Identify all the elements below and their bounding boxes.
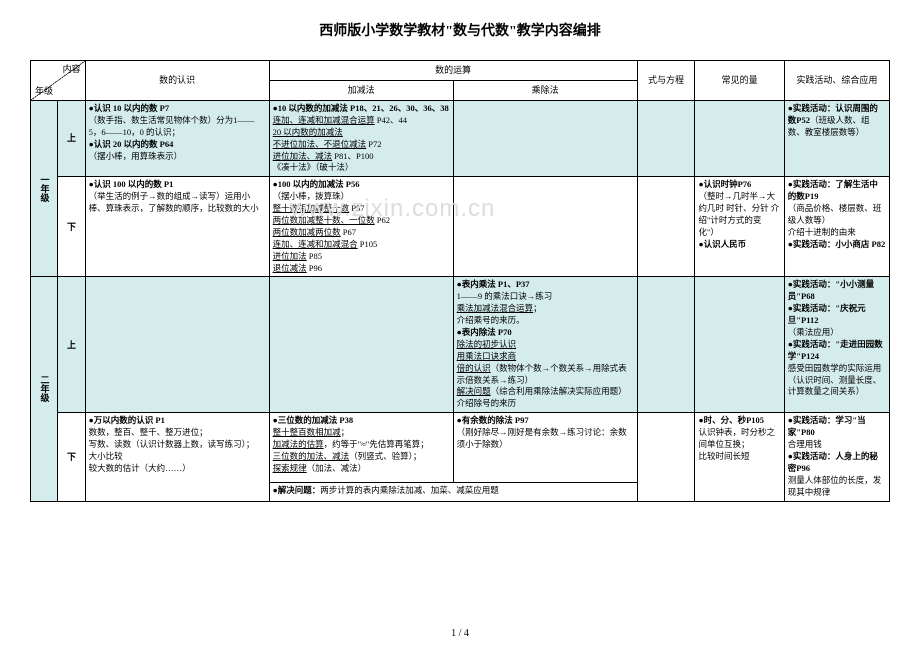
page-number: 1 / 4 <box>0 628 920 639</box>
g2-up-qty <box>695 277 784 413</box>
g2-down: 下 <box>58 413 85 501</box>
g2-up-mul: ●表内乘法 P1、P371——9 的乘法口诀→练习乘法加减法混合运算；介绍乘号的… <box>453 277 637 413</box>
col-addition: 加减法 <box>269 81 453 101</box>
col-recognition: 数的认识 <box>85 61 269 101</box>
col-quantity: 常见的量 <box>695 61 784 101</box>
diag-top-label: 内容 <box>63 63 81 76</box>
col-operation-group: 数的运算 <box>269 61 637 81</box>
g2-up-eq <box>637 277 695 413</box>
g2-dn-qty: ●时、分、秒P105认识钟表，时分秒之间单位互换；比较时间长短 <box>695 413 784 501</box>
g1-up-rec: ●认识 10 以内的数 P7（数手指、数生活常见物体个数）分为1——5，6——1… <box>85 101 269 177</box>
g2-dn-solve: ●解决问题：两步计算的表内乘除法加减、加菜、减菜应用题 <box>269 483 637 501</box>
g2-dn-mul: ●有余数的除法 P97（刚好除尽→刚好是有余数→练习讨论：余数须小于除数） <box>453 413 637 483</box>
curriculum-table: 内容 年级 数的认识 数的运算 式与方程 常见的量 实践活动、综合应用 加减法 … <box>30 60 890 502</box>
g1-dn-add: ●100 以内的加减法 P56（摆小棒，拨算珠）整十数相加减整十数 P57两位数… <box>269 177 453 277</box>
g1-up-add: ●10 以内数的加减法 P18、21、26、30、36、38连加、连减和加减混合… <box>269 101 453 177</box>
g1-up-mul <box>453 101 637 177</box>
page-title: 西师版小学数学教材"数与代数"教学内容编排 <box>30 20 890 40</box>
g1-dn-rec: ●认识 100 以内的数 P1（举生活的例子→数的组成→读写）运用小棒、算珠表示… <box>85 177 269 277</box>
g2-up-add <box>269 277 453 413</box>
g1-dn-mul <box>453 177 637 277</box>
col-activity: 实践活动、综合应用 <box>784 61 889 101</box>
grade-1-label: 一年级 <box>31 101 58 277</box>
g1-dn-qty: ●认识时钟P76（整时→几时半→大约几时 时针、分针 介绍"计时方式的变化"）●… <box>695 177 784 277</box>
g2-dn-eq <box>637 413 695 501</box>
g1-dn-eq <box>637 177 695 277</box>
diagonal-header: 内容 年级 <box>31 61 86 101</box>
g1-up-qty <box>695 101 784 177</box>
g2-dn-rec: ●万以内数的认识 P1数数，整百、整千、整万进位；写数、读数（认识计数器上数，读… <box>85 413 269 501</box>
g2-up-rec <box>85 277 269 413</box>
g1-dn-act: ●实践活动：了解生活中的数P19（商品价格、楼层数、班级人数等）介绍十进制的由来… <box>784 177 889 277</box>
g1-up: 上 <box>58 101 85 177</box>
diag-bot-label: 年级 <box>35 85 53 98</box>
g2-up-act: ●实践活动："小小测量员"P68●实践活动："庆祝元旦"P112（乘法应用）●实… <box>784 277 889 413</box>
g1-up-act: ●实践活动：认识周围的数P52（班级人数、组数、教室楼层数等） <box>784 101 889 177</box>
col-multiplication: 乘除法 <box>453 81 637 101</box>
g2-up: 上 <box>58 277 85 413</box>
g2-dn-add: ●三位数的加减法 P38整十整百数相加减；加减法的估算，约等于"≈"先估算再笔算… <box>269 413 453 483</box>
g1-up-eq <box>637 101 695 177</box>
col-equation: 式与方程 <box>637 61 695 101</box>
grade-2-label: 二年级 <box>31 277 58 501</box>
g1-down: 下 <box>58 177 85 277</box>
g2-dn-act: ●实践活动：学习"当家"P80合理用钱●实践活动：人身上的秘密P96测量人体部位… <box>784 413 889 501</box>
